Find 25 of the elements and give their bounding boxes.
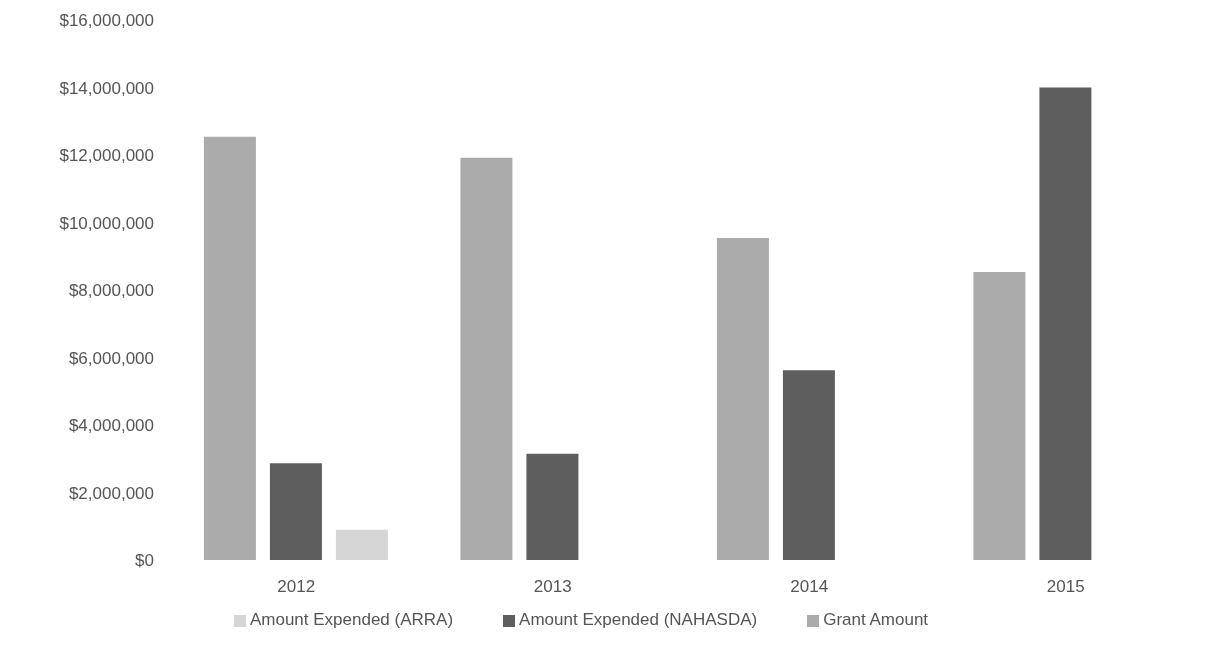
bar [782, 370, 835, 560]
bar [973, 272, 1026, 560]
y-tick-label: $16,000,000 [59, 11, 154, 31]
bar [716, 238, 769, 560]
x-tick-label: 2012 [277, 577, 316, 597]
x-tick-label: 2013 [533, 577, 572, 597]
x-tick-label: 2014 [790, 577, 829, 597]
bar [269, 463, 322, 560]
bar [335, 529, 388, 560]
y-tick-label: $0 [135, 551, 154, 571]
legend-label: Amount Expended (ARRA) [249, 610, 454, 629]
y-tick-label: $14,000,000 [59, 78, 154, 98]
bar [1039, 87, 1092, 560]
y-tick-label: $2,000,000 [68, 483, 154, 503]
x-tick-label: 2015 [1046, 577, 1085, 597]
bar [526, 453, 579, 560]
legend-label: Amount Expended (NAHASDA) [519, 610, 758, 629]
y-tick-label: $10,000,000 [59, 213, 154, 233]
y-tick-label: $12,000,000 [59, 146, 154, 166]
legend-label: Grant Amount [823, 610, 929, 629]
y-tick-label: $6,000,000 [68, 348, 154, 368]
y-tick-label: $4,000,000 [68, 416, 154, 436]
y-tick-label: $8,000,000 [68, 281, 154, 301]
bar [203, 136, 256, 560]
bar [460, 157, 513, 560]
